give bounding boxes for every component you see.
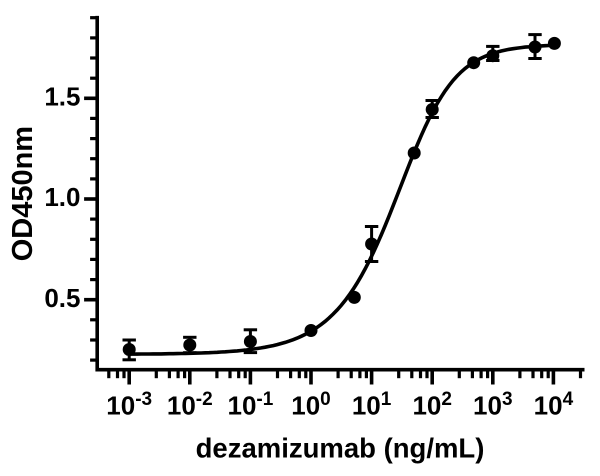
svg-text:1.5: 1.5 [44,82,80,112]
svg-text:10-2: 10-2 [167,389,213,421]
svg-text:1.0: 1.0 [44,182,80,212]
svg-text:100: 100 [291,389,331,421]
svg-text:OD450nm: OD450nm [7,126,39,261]
svg-text:103: 103 [473,389,513,421]
svg-text:10-1: 10-1 [227,389,273,421]
svg-text:0.5: 0.5 [44,283,80,313]
svg-text:dezamizumab (ng/mL): dezamizumab (ng/mL) [196,433,485,464]
svg-text:10-3: 10-3 [106,389,152,421]
svg-text:102: 102 [412,389,452,421]
svg-text:104: 104 [534,389,574,421]
svg-text:101: 101 [352,389,392,421]
